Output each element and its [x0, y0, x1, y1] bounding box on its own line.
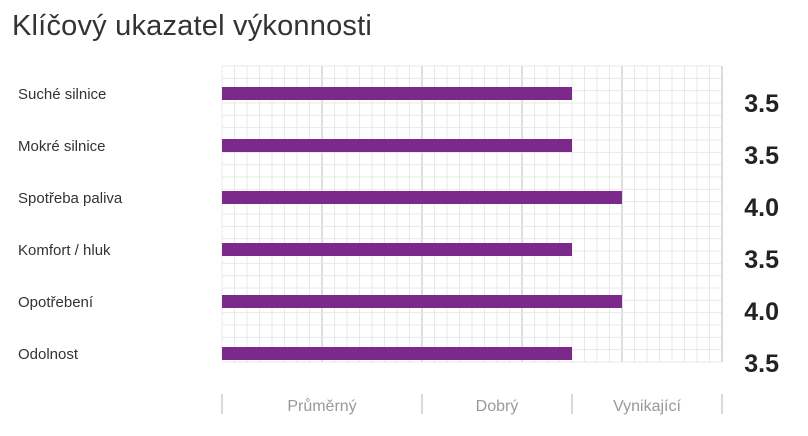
bar-5 — [222, 347, 572, 360]
value-label: 3.5 — [744, 350, 779, 378]
bar-1 — [222, 139, 572, 152]
value-label: 3.5 — [744, 246, 779, 274]
value-label: 3.5 — [744, 142, 779, 170]
category-label: Suché silnice — [18, 86, 106, 103]
bar-0 — [222, 87, 572, 100]
bars — [222, 87, 622, 360]
zone-axis: Průměrný Dobrý Vynikající — [221, 394, 723, 415]
category-label: Opotřebení — [18, 294, 94, 311]
value-label: 4.0 — [744, 298, 779, 326]
bar-4 — [222, 295, 622, 308]
category-label: Mokré silnice — [18, 138, 106, 155]
value-labels: 3.5 3.5 4.0 3.5 4.0 3.5 — [744, 90, 779, 378]
zone-label: Vynikající — [613, 398, 681, 415]
chart-title: Klíčový ukazatel výkonnosti — [12, 10, 373, 42]
bar-2 — [222, 191, 622, 204]
category-labels: Suché silnice Mokré silnice Spotřeba paliv… — [18, 86, 123, 363]
zone-label: Průměrný — [287, 397, 356, 415]
category-label: Odolnost — [18, 346, 79, 363]
bar-3 — [222, 243, 572, 256]
value-label: 4.0 — [744, 194, 779, 222]
category-label: Spotřeba paliva — [18, 190, 123, 207]
category-label: Komfort / hluk — [18, 242, 111, 259]
value-label: 3.5 — [744, 90, 779, 118]
grid — [221, 65, 723, 363]
zone-label: Dobrý — [476, 398, 519, 415]
